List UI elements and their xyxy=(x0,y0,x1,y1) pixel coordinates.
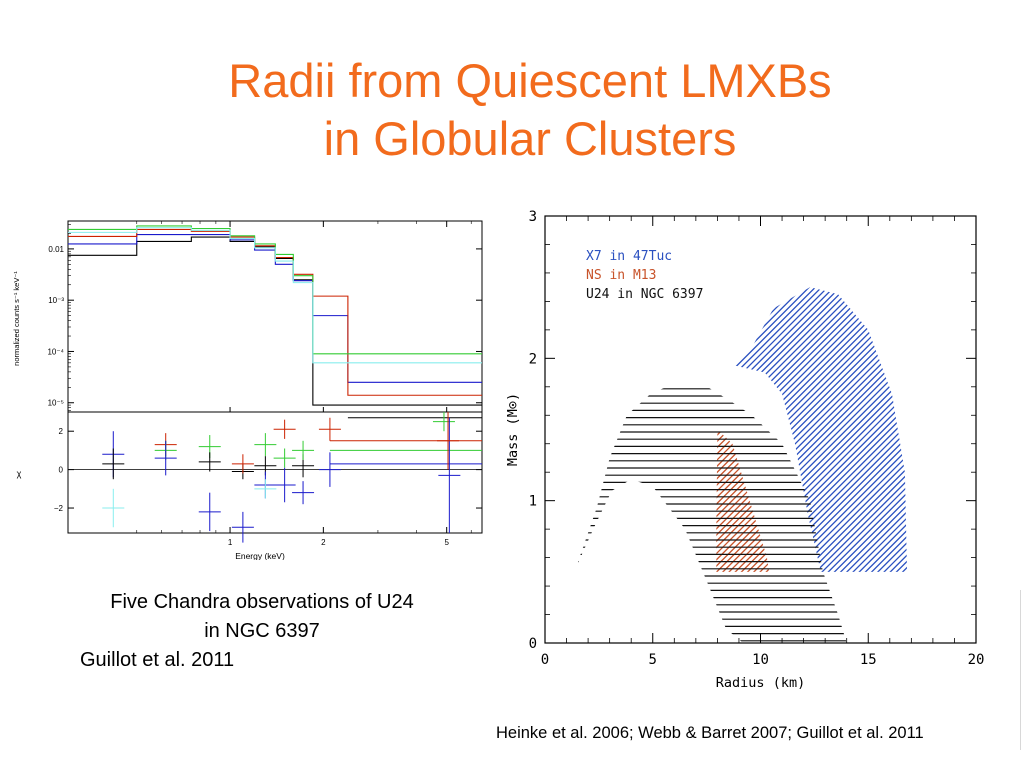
title-line-2: in Globular Clusters xyxy=(323,112,737,165)
caption-line-1: Five Chandra observations of U24 xyxy=(110,591,414,613)
mr-hatch-line xyxy=(734,287,908,572)
mr-x-tick-label: 5 xyxy=(649,652,657,668)
mr-hatch-line xyxy=(716,429,770,572)
spectrum-frame xyxy=(67,220,483,534)
mr-legend-entry: X7 in 47Tuc xyxy=(586,249,672,264)
mr-hatch-line xyxy=(734,287,908,572)
spectrum-x-tick-label: 1 xyxy=(228,538,233,547)
mr-legend-entry: U24 in NGC 6397 xyxy=(586,287,703,302)
mr-x-tick-label: 10 xyxy=(752,652,769,668)
mr-x-tick-label: 20 xyxy=(968,652,985,668)
mr-hatch-line xyxy=(980,223,990,643)
spectrum-y-tick-label: 10⁻⁴ xyxy=(47,347,64,356)
spectrum-y-tick-label: 10⁻⁵ xyxy=(48,399,64,408)
residual-y-tick-label: −2 xyxy=(54,504,64,513)
residual-y-label: χ xyxy=(17,469,22,479)
mr-hatch-line xyxy=(734,287,908,572)
spectrum-x-tick-label: 2 xyxy=(321,538,326,547)
references: Heinke et al. 2006; Webb & Barret 2007; … xyxy=(496,724,924,742)
slide-title: Radii from Quiescent LMXBs in Globular C… xyxy=(0,52,1024,168)
mr-hatch-line xyxy=(734,287,908,572)
mr-hatch-line xyxy=(734,287,908,572)
spectrum-series-2 xyxy=(68,228,482,396)
mr-hatch-line xyxy=(734,287,908,572)
mr-hatch-line xyxy=(734,287,908,572)
mr-hatch-line xyxy=(980,223,990,643)
mr-hatch-line xyxy=(734,287,899,572)
mr-x-tick-label: 15 xyxy=(860,652,877,668)
mr-hatch-line xyxy=(734,287,893,572)
mr-hatch-line xyxy=(734,287,874,572)
title-line-1: Radii from Quiescent LMXBs xyxy=(228,54,832,107)
mr-y-tick-label: 0 xyxy=(529,636,537,652)
mr-hatch-line xyxy=(734,287,908,572)
mr-y-tick-label: 1 xyxy=(529,494,537,510)
mr-hatch-line xyxy=(734,287,908,572)
spectrum-x-tick-label: 5 xyxy=(444,538,449,547)
residual-y-tick-label: 2 xyxy=(59,427,64,436)
mr-y-label: Mass (M⊙) xyxy=(505,393,521,466)
slide-edge-divider xyxy=(1020,590,1024,750)
mr-legend-entry: NS in M13 xyxy=(586,268,656,283)
mr-x-tick-label: 0 xyxy=(541,652,549,668)
mr-hatch-line xyxy=(734,287,908,572)
spectrum-chart: 0.01 10⁻³ 10⁻⁴ 10⁻⁵ 1 2 5 Energy (keV) normalize… xyxy=(12,220,483,560)
caption-citation: Guillot et al. 2011 xyxy=(80,649,235,671)
mr-hatch-line xyxy=(734,287,908,572)
mr-hatch-line xyxy=(987,223,990,643)
residual-y-tick-label: 0 xyxy=(59,466,64,475)
mr-hatch-line xyxy=(734,287,908,572)
spectrum-caption: Five Chandra observations of U24 in NGC … xyxy=(62,588,472,675)
mr-hatch-line xyxy=(734,287,908,572)
mr-x-label: Radius (km) xyxy=(716,675,805,691)
mr-y-tick-label: 2 xyxy=(529,351,537,367)
mr-hatch-line xyxy=(734,287,908,572)
spectrum-y-tick-label: 0.01 xyxy=(48,245,64,254)
mr-hatch-line xyxy=(500,223,501,643)
mr-hatch-line xyxy=(987,223,990,643)
mr-y-tick-label: 3 xyxy=(529,209,537,225)
spectrum-series-4 xyxy=(68,227,482,364)
spectrum-y-label: normalized counts s⁻¹ keV⁻¹ xyxy=(12,271,21,366)
mass-radius-chart: 0 5 10 15 20 0 1 2 3 Radius (km) Mass (M⊙) X7 in 47… xyxy=(500,209,990,691)
mr-hatch-line xyxy=(500,223,501,643)
spectrum-x-label: Energy (keV) xyxy=(235,551,285,560)
mr-hatch-line xyxy=(734,287,908,572)
mr-hatch-line xyxy=(734,287,881,572)
spectrum-y-tick-label: 10⁻³ xyxy=(48,296,64,305)
caption-line-2: in NGC 6397 xyxy=(204,620,320,642)
mr-hatch-line xyxy=(734,287,908,572)
mr-hatch-line xyxy=(734,287,908,572)
mr-hatch-line xyxy=(734,287,887,572)
